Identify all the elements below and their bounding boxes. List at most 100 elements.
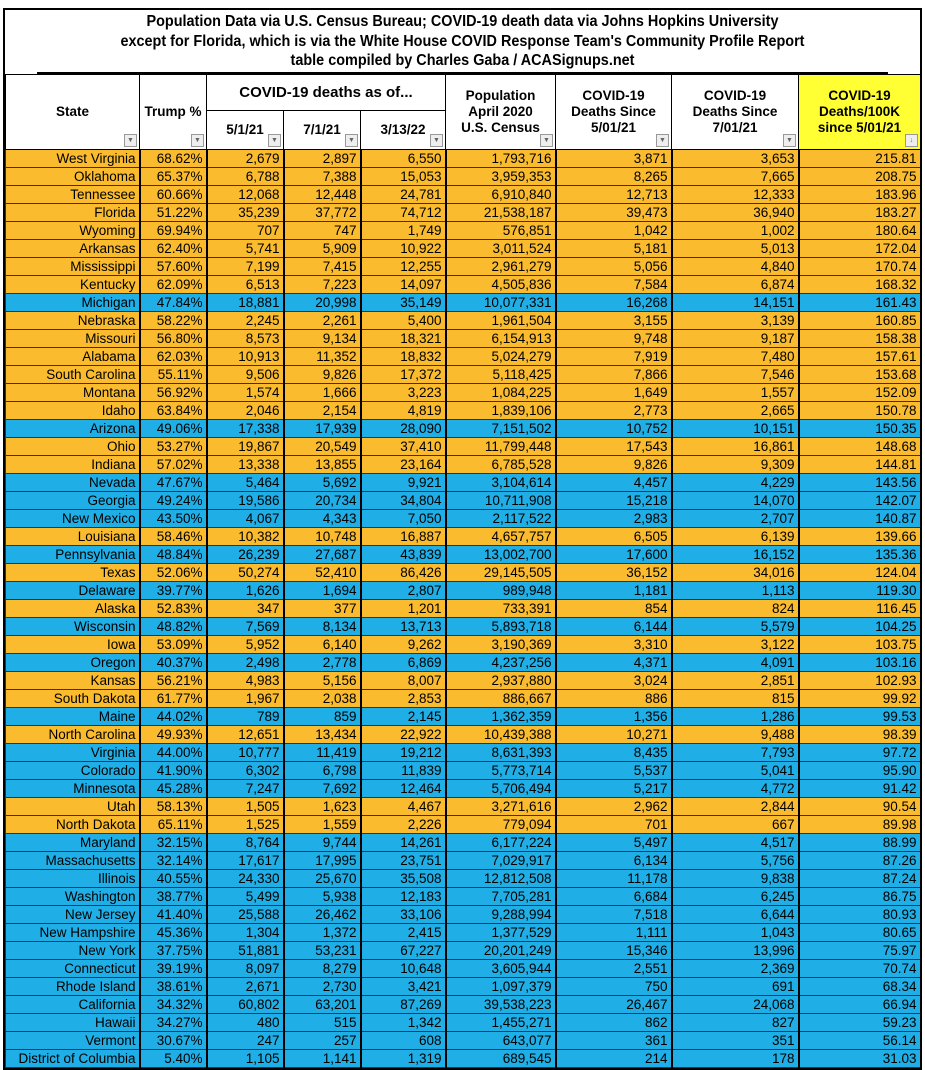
cell-deaths-5-1-21[interactable]: 5,741: [206, 239, 285, 258]
cell-state[interactable]: Indiana: [5, 455, 141, 474]
cell-deaths-7-1-21[interactable]: 20,734: [283, 491, 362, 510]
cell-deaths-per-100k[interactable]: 150.35: [798, 419, 922, 438]
cell-deaths-3-13-22[interactable]: 18,321: [360, 329, 447, 348]
cell-state[interactable]: Louisiana: [5, 527, 141, 546]
cell-deaths-since-7-01[interactable]: 6,245: [671, 887, 800, 906]
cell-trump-pct[interactable]: 41.40%: [139, 905, 208, 924]
cell-trump-pct[interactable]: 47.84%: [139, 293, 208, 312]
cell-deaths-5-1-21[interactable]: 707: [206, 221, 285, 240]
cell-state[interactable]: Rhode Island: [5, 977, 141, 996]
cell-population[interactable]: 6,177,224: [445, 833, 557, 852]
cell-deaths-3-13-22[interactable]: 35,508: [360, 869, 447, 888]
cell-deaths-3-13-22[interactable]: 8,007: [360, 671, 447, 690]
cell-deaths-7-1-21[interactable]: 2,897: [283, 149, 362, 168]
cell-deaths-since-5-01[interactable]: 10,271: [555, 725, 673, 744]
cell-deaths-3-13-22[interactable]: 28,090: [360, 419, 447, 438]
cell-deaths-7-1-21[interactable]: 5,909: [283, 239, 362, 258]
cell-deaths-7-1-21[interactable]: 2,730: [283, 977, 362, 996]
cell-deaths-7-1-21[interactable]: 9,134: [283, 329, 362, 348]
cell-deaths-7-1-21[interactable]: 2,038: [283, 689, 362, 708]
cell-deaths-since-5-01[interactable]: 886: [555, 689, 673, 708]
cell-state[interactable]: Alaska: [5, 599, 141, 618]
cell-deaths-per-100k[interactable]: 140.87: [798, 509, 922, 528]
cell-state[interactable]: West Virginia: [5, 149, 141, 168]
cell-deaths-3-13-22[interactable]: 14,261: [360, 833, 447, 852]
cell-deaths-7-1-21[interactable]: 27,687: [283, 545, 362, 564]
cell-deaths-since-7-01[interactable]: 14,151: [671, 293, 800, 312]
cell-deaths-3-13-22[interactable]: 9,262: [360, 635, 447, 654]
cell-deaths-3-13-22[interactable]: 2,853: [360, 689, 447, 708]
cell-deaths-5-1-21[interactable]: 17,338: [206, 419, 285, 438]
cell-deaths-3-13-22[interactable]: 22,922: [360, 725, 447, 744]
cell-deaths-5-1-21[interactable]: 26,239: [206, 545, 285, 564]
cell-trump-pct[interactable]: 45.28%: [139, 779, 208, 798]
cell-deaths-since-7-01[interactable]: 36,940: [671, 203, 800, 222]
cell-deaths-since-7-01[interactable]: 16,152: [671, 545, 800, 564]
cell-deaths-since-7-01[interactable]: 4,772: [671, 779, 800, 798]
cell-population[interactable]: 1,097,379: [445, 977, 557, 996]
cell-deaths-5-1-21[interactable]: 1,967: [206, 689, 285, 708]
cell-deaths-since-5-01[interactable]: 8,435: [555, 743, 673, 762]
cell-population[interactable]: 4,657,757: [445, 527, 557, 546]
cell-deaths-since-5-01[interactable]: 2,773: [555, 401, 673, 420]
cell-trump-pct[interactable]: 40.37%: [139, 653, 208, 672]
cell-deaths-7-1-21[interactable]: 12,448: [283, 185, 362, 204]
cell-deaths-since-7-01[interactable]: 7,665: [671, 167, 800, 186]
cell-state[interactable]: Texas: [5, 563, 141, 582]
cell-deaths-since-5-01[interactable]: 6,144: [555, 617, 673, 636]
cell-deaths-7-1-21[interactable]: 52,410: [283, 563, 362, 582]
cell-deaths-7-1-21[interactable]: 1,666: [283, 383, 362, 402]
cell-deaths-3-13-22[interactable]: 17,372: [360, 365, 447, 384]
cell-trump-pct[interactable]: 58.13%: [139, 797, 208, 816]
cell-population[interactable]: 5,118,425: [445, 365, 557, 384]
cell-deaths-since-7-01[interactable]: 13,996: [671, 941, 800, 960]
cell-deaths-5-1-21[interactable]: 10,913: [206, 347, 285, 366]
cell-trump-pct[interactable]: 62.03%: [139, 347, 208, 366]
cell-deaths-per-100k[interactable]: 99.53: [798, 707, 922, 726]
cell-deaths-3-13-22[interactable]: 2,226: [360, 815, 447, 834]
cell-trump-pct[interactable]: 37.75%: [139, 941, 208, 960]
header-since-5-01[interactable]: COVID-19 Deaths Since 5/01/21 ▼: [555, 74, 672, 150]
cell-population[interactable]: 13,002,700: [445, 545, 557, 564]
header-population[interactable]: Population April 2020 U.S. Census ▼: [445, 74, 556, 150]
cell-deaths-since-5-01[interactable]: 10,752: [555, 419, 673, 438]
filter-dropdown-icon[interactable]: ▼: [191, 134, 204, 147]
cell-deaths-5-1-21[interactable]: 5,499: [206, 887, 285, 906]
cell-deaths-3-13-22[interactable]: 2,145: [360, 707, 447, 726]
cell-deaths-3-13-22[interactable]: 12,464: [360, 779, 447, 798]
cell-deaths-3-13-22[interactable]: 9,921: [360, 473, 447, 492]
cell-deaths-since-5-01[interactable]: 5,497: [555, 833, 673, 852]
cell-deaths-since-5-01[interactable]: 750: [555, 977, 673, 996]
cell-state[interactable]: Montana: [5, 383, 141, 402]
header-deaths-per-100k[interactable]: COVID-19 Deaths/100K since 5/01/21 ↓: [798, 74, 921, 150]
cell-trump-pct[interactable]: 41.90%: [139, 761, 208, 780]
cell-population[interactable]: 5,706,494: [445, 779, 557, 798]
cell-deaths-5-1-21[interactable]: 1,574: [206, 383, 285, 402]
cell-state[interactable]: Connecticut: [5, 959, 141, 978]
cell-state[interactable]: Oklahoma: [5, 167, 141, 186]
cell-deaths-5-1-21[interactable]: 2,498: [206, 653, 285, 672]
cell-deaths-5-1-21[interactable]: 7,199: [206, 257, 285, 276]
cell-deaths-7-1-21[interactable]: 6,140: [283, 635, 362, 654]
cell-deaths-since-7-01[interactable]: 3,139: [671, 311, 800, 330]
cell-state[interactable]: Maryland: [5, 833, 141, 852]
cell-deaths-per-100k[interactable]: 31.03: [798, 1049, 922, 1068]
cell-deaths-7-1-21[interactable]: 8,279: [283, 959, 362, 978]
cell-population[interactable]: 10,439,388: [445, 725, 557, 744]
cell-deaths-since-5-01[interactable]: 11,178: [555, 869, 673, 888]
cell-deaths-per-100k[interactable]: 95.90: [798, 761, 922, 780]
cell-deaths-per-100k[interactable]: 142.07: [798, 491, 922, 510]
cell-state[interactable]: Arkansas: [5, 239, 141, 258]
cell-deaths-since-5-01[interactable]: 15,218: [555, 491, 673, 510]
cell-population[interactable]: 1,961,504: [445, 311, 557, 330]
cell-trump-pct[interactable]: 44.00%: [139, 743, 208, 762]
cell-population[interactable]: 8,631,393: [445, 743, 557, 762]
cell-deaths-5-1-21[interactable]: 35,239: [206, 203, 285, 222]
cell-population[interactable]: 3,959,353: [445, 167, 557, 186]
cell-state[interactable]: Minnesota: [5, 779, 141, 798]
cell-deaths-5-1-21[interactable]: 2,671: [206, 977, 285, 996]
cell-state[interactable]: Wyoming: [5, 221, 141, 240]
cell-deaths-3-13-22[interactable]: 608: [360, 1031, 447, 1050]
cell-population[interactable]: 1,793,716: [445, 149, 557, 168]
cell-deaths-3-13-22[interactable]: 33,106: [360, 905, 447, 924]
